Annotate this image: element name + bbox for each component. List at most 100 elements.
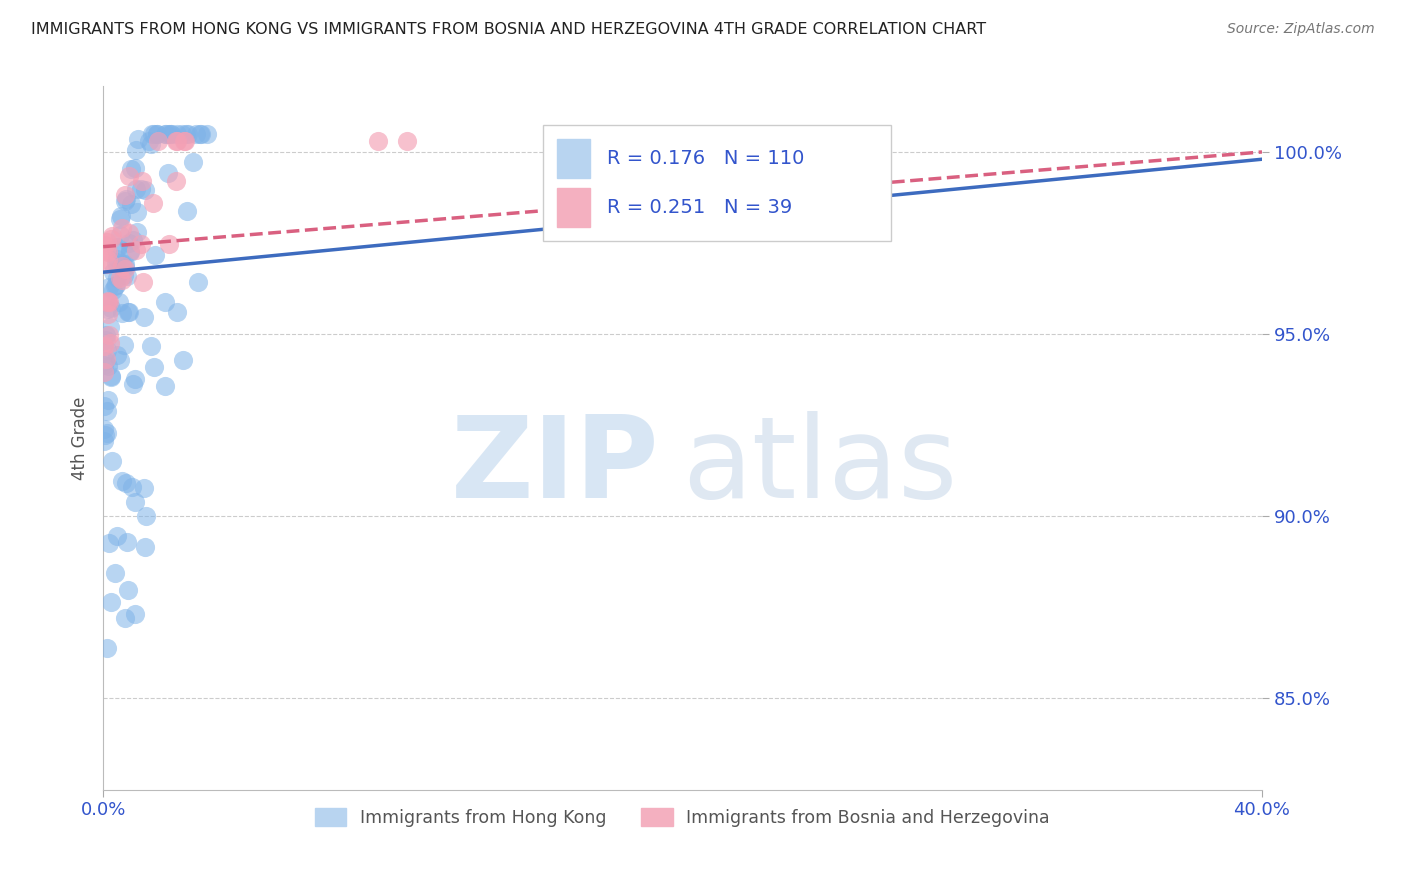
Point [101, 228, 124, 243]
Point [97, 392, 120, 407]
Point [115, 192, 138, 206]
Point [120, 196, 142, 211]
Point [125, 225, 148, 239]
Point [104, 254, 127, 268]
Text: R = 0.251   N = 39: R = 0.251 N = 39 [607, 198, 793, 217]
Point [96, 235, 118, 249]
Point [131, 174, 153, 188]
Point [125, 243, 148, 257]
Point [166, 127, 188, 141]
Point [110, 209, 132, 223]
Point [172, 353, 194, 368]
Point [105, 348, 128, 362]
Point [157, 127, 180, 141]
Point [114, 262, 136, 277]
Point [131, 182, 153, 196]
Point [115, 475, 138, 490]
Point [97, 535, 120, 549]
Point [153, 295, 176, 310]
Point [396, 134, 419, 148]
Point [100, 370, 122, 384]
Point [155, 378, 177, 392]
Point [157, 236, 180, 251]
Point [114, 260, 136, 275]
Point [122, 376, 145, 391]
Point [96, 640, 118, 655]
Text: Source: ZipAtlas.com: Source: ZipAtlas.com [1227, 22, 1375, 37]
Point [146, 127, 169, 141]
Point [104, 242, 127, 256]
Point [97, 244, 120, 259]
Point [115, 268, 138, 283]
Point [139, 137, 162, 152]
Point [114, 257, 136, 271]
Point [176, 127, 198, 141]
Text: IMMIGRANTS FROM HONG KONG VS IMMIGRANTS FROM BOSNIA AND HERZEGOVINA 4TH GRADE CO: IMMIGRANTS FROM HONG KONG VS IMMIGRANTS … [31, 22, 986, 37]
Point [93, 358, 115, 372]
Point [115, 534, 138, 549]
FancyBboxPatch shape [544, 125, 891, 241]
Point [111, 259, 134, 273]
Point [104, 566, 127, 580]
Point [188, 127, 211, 141]
Point [100, 301, 122, 315]
Point [118, 244, 141, 258]
Point [125, 205, 148, 219]
Point [132, 275, 155, 289]
Point [181, 155, 204, 169]
Point [94, 428, 117, 442]
Point [135, 509, 157, 524]
Point [108, 353, 131, 368]
Point [117, 582, 139, 597]
Point [96, 333, 118, 347]
Point [104, 278, 127, 293]
Point [118, 169, 141, 184]
Point [98, 320, 121, 334]
Point [100, 368, 122, 383]
Point [139, 338, 162, 352]
Point [118, 235, 141, 250]
Point [153, 127, 176, 141]
Point [165, 173, 187, 187]
Point [111, 273, 134, 287]
Point [142, 127, 165, 141]
Point [114, 188, 136, 202]
Text: R = 0.176   N = 110: R = 0.176 N = 110 [607, 149, 804, 168]
Point [121, 479, 143, 493]
Y-axis label: 4th Grade: 4th Grade [72, 396, 89, 480]
Point [96, 295, 118, 310]
Point [96, 404, 118, 418]
Point [118, 226, 141, 240]
Point [112, 338, 135, 352]
Point [100, 594, 122, 608]
Point [96, 295, 118, 310]
Point [156, 166, 179, 180]
Point [125, 143, 148, 157]
Point [110, 306, 132, 320]
Point [114, 194, 136, 208]
Point [93, 399, 115, 413]
Point [132, 482, 155, 496]
Point [118, 305, 141, 319]
Point [94, 327, 117, 342]
Point [134, 540, 156, 554]
Point [105, 271, 128, 285]
Point [195, 127, 218, 141]
Point [176, 204, 198, 219]
Point [166, 304, 188, 318]
Point [111, 474, 134, 488]
Point [148, 134, 170, 148]
Point [124, 607, 146, 621]
Point [184, 127, 207, 141]
Point [118, 245, 141, 260]
Point [131, 236, 153, 251]
Point [100, 231, 122, 245]
Point [105, 252, 128, 267]
Legend: Immigrants from Hong Kong, Immigrants from Bosnia and Herzegovina: Immigrants from Hong Kong, Immigrants fr… [308, 801, 1057, 834]
Bar [557, 188, 591, 227]
Point [160, 127, 183, 141]
Point [97, 307, 120, 321]
Point [114, 611, 136, 625]
Point [141, 127, 163, 141]
Point [94, 352, 117, 367]
